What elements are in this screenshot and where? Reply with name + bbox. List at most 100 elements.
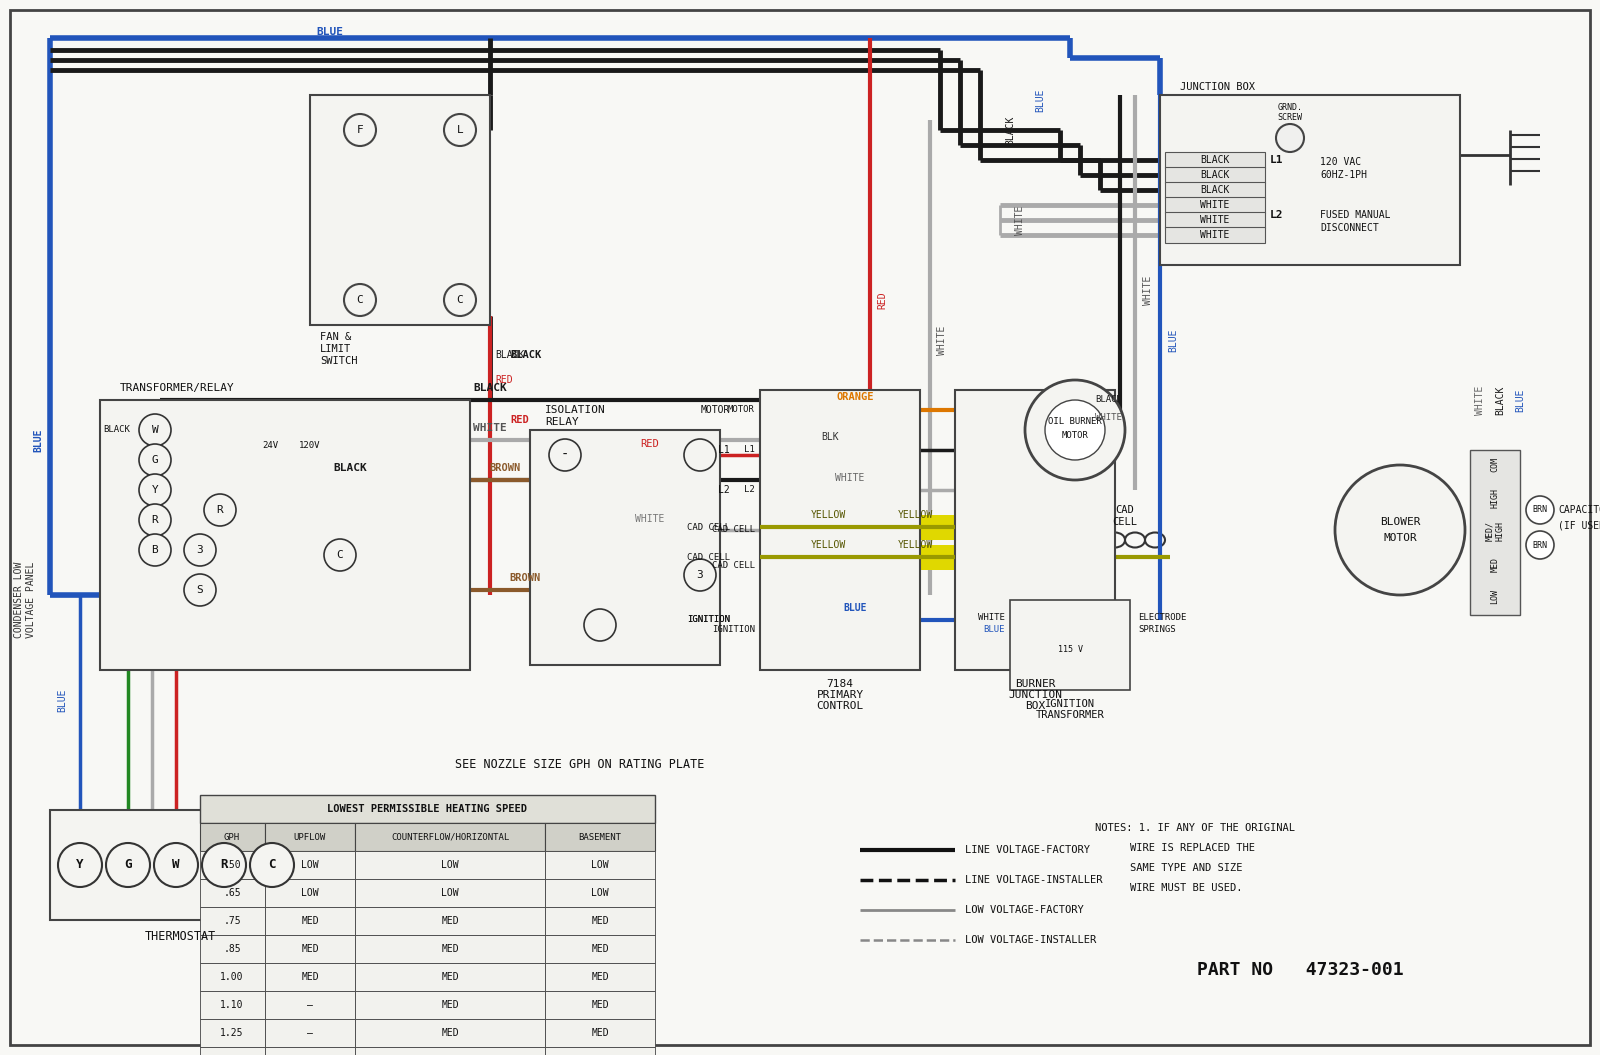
Bar (546, 1019, 654, 1047)
Text: SPRINGS: SPRINGS (1138, 626, 1176, 634)
Text: WIRE IS REPLACED THE: WIRE IS REPLACED THE (1130, 843, 1254, 853)
Text: BRN: BRN (1533, 505, 1547, 515)
Text: BLACK: BLACK (1200, 170, 1230, 180)
Text: ELECTRODE: ELECTRODE (1138, 614, 1186, 622)
Text: COUNTERFLOW/HORIZONTAL: COUNTERFLOW/HORIZONTAL (390, 832, 509, 842)
Text: WHITE: WHITE (835, 473, 864, 483)
Bar (355, 935, 546, 963)
Text: YELLOW: YELLOW (810, 510, 846, 520)
Text: -: - (562, 448, 570, 462)
Text: CAD: CAD (1115, 505, 1134, 515)
Text: R: R (221, 859, 227, 871)
Text: YELLOW: YELLOW (898, 510, 933, 520)
Bar (355, 1047, 546, 1055)
Circle shape (445, 114, 477, 146)
Text: SCREW: SCREW (1277, 114, 1302, 122)
Text: L1: L1 (718, 445, 730, 455)
Bar (50, 810, 310, 920)
Bar (760, 515, 955, 540)
Text: .85: .85 (222, 944, 242, 954)
Text: YELLOW: YELLOW (898, 540, 933, 550)
Circle shape (184, 534, 216, 565)
Text: L2: L2 (744, 485, 755, 495)
Text: IGNITION: IGNITION (686, 615, 730, 625)
Circle shape (250, 843, 294, 887)
Circle shape (139, 444, 171, 476)
Bar (546, 851, 654, 879)
Text: 3: 3 (197, 545, 203, 555)
Text: FUSED MANUAL: FUSED MANUAL (1320, 210, 1390, 220)
Text: 1.00: 1.00 (221, 972, 243, 982)
Text: 120V: 120V (299, 441, 320, 449)
Text: LOW: LOW (1491, 590, 1499, 605)
Circle shape (323, 539, 355, 571)
Circle shape (685, 439, 717, 471)
Text: G: G (152, 455, 158, 465)
Bar (546, 879, 654, 907)
Text: LINE VOLTAGE-FACTORY: LINE VOLTAGE-FACTORY (965, 845, 1090, 855)
Text: SEE NOZZLE SIZE GPH ON RATING PLATE: SEE NOZZLE SIZE GPH ON RATING PLATE (456, 759, 704, 771)
Circle shape (1526, 531, 1554, 559)
Bar (546, 823, 654, 851)
Bar (546, 963, 654, 991)
Text: BLACK: BLACK (1005, 115, 1014, 145)
Bar (355, 879, 546, 907)
Text: COM: COM (1491, 458, 1499, 473)
Text: LOW: LOW (590, 860, 610, 870)
Text: BLUE: BLUE (317, 27, 344, 37)
Bar (200, 963, 266, 991)
Bar (200, 991, 266, 1019)
Text: WHITE: WHITE (635, 514, 664, 524)
Bar (310, 95, 490, 325)
Text: ORANGE: ORANGE (837, 392, 874, 402)
Circle shape (202, 843, 246, 887)
Text: 1.25: 1.25 (221, 1028, 243, 1038)
Text: TRANSFORMER: TRANSFORMER (1035, 710, 1104, 720)
Bar (1165, 212, 1266, 228)
Text: RED: RED (494, 375, 512, 385)
Text: WHITE: WHITE (1200, 230, 1230, 239)
Text: SAME TYPE AND SIZE: SAME TYPE AND SIZE (1130, 863, 1243, 872)
Text: C: C (269, 859, 275, 871)
Bar (200, 795, 654, 823)
Bar (200, 1047, 266, 1055)
Text: Y: Y (77, 859, 83, 871)
Text: BLACK: BLACK (102, 425, 130, 435)
Text: WHITE: WHITE (1094, 414, 1122, 422)
Text: LOW: LOW (301, 860, 318, 870)
Text: MED: MED (301, 944, 318, 954)
Text: IGNITION: IGNITION (1045, 699, 1094, 709)
Text: MED: MED (442, 1000, 459, 1010)
Text: LOW: LOW (442, 888, 459, 898)
Text: CAD CELL: CAD CELL (686, 553, 730, 561)
Text: Y: Y (152, 485, 158, 495)
Text: LIMIT: LIMIT (320, 344, 352, 354)
Text: BLUE: BLUE (58, 688, 67, 712)
Text: F: F (357, 124, 363, 135)
Bar (760, 545, 955, 570)
Bar (266, 823, 355, 851)
Circle shape (549, 439, 581, 471)
Bar (355, 823, 546, 851)
Text: C: C (336, 550, 344, 560)
Bar (1165, 183, 1266, 198)
Circle shape (1026, 380, 1125, 480)
Text: G: G (125, 859, 131, 871)
Text: 24V: 24V (262, 441, 278, 449)
Text: BOX: BOX (1026, 701, 1045, 711)
Text: LOW: LOW (442, 860, 459, 870)
Text: BLUE: BLUE (984, 626, 1005, 634)
Text: —: — (307, 1028, 314, 1038)
Bar (530, 430, 720, 665)
Text: WHITE: WHITE (938, 325, 947, 354)
Bar (355, 851, 546, 879)
Text: MED: MED (301, 972, 318, 982)
Text: CONTROL: CONTROL (816, 701, 864, 711)
Text: 7184: 7184 (827, 679, 853, 689)
Bar (200, 907, 266, 935)
Text: S: S (197, 586, 203, 595)
Text: RED: RED (640, 439, 659, 449)
Text: CONDENSER LOW
VOLTAGE PANEL: CONDENSER LOW VOLTAGE PANEL (14, 562, 35, 638)
Text: BLK: BLK (821, 431, 838, 442)
Text: RED: RED (877, 291, 886, 309)
